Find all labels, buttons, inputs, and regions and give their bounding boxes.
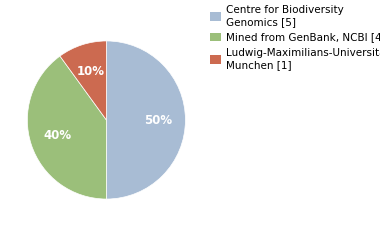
Wedge shape (27, 56, 106, 199)
Text: 10%: 10% (76, 65, 105, 78)
Text: 40%: 40% (43, 129, 71, 142)
Wedge shape (106, 41, 185, 199)
Legend: Centre for Biodiversity
Genomics [5], Mined from GenBank, NCBI [4], Ludwig-Maxim: Centre for Biodiversity Genomics [5], Mi… (211, 5, 380, 70)
Wedge shape (60, 41, 106, 120)
Text: 50%: 50% (144, 114, 172, 126)
